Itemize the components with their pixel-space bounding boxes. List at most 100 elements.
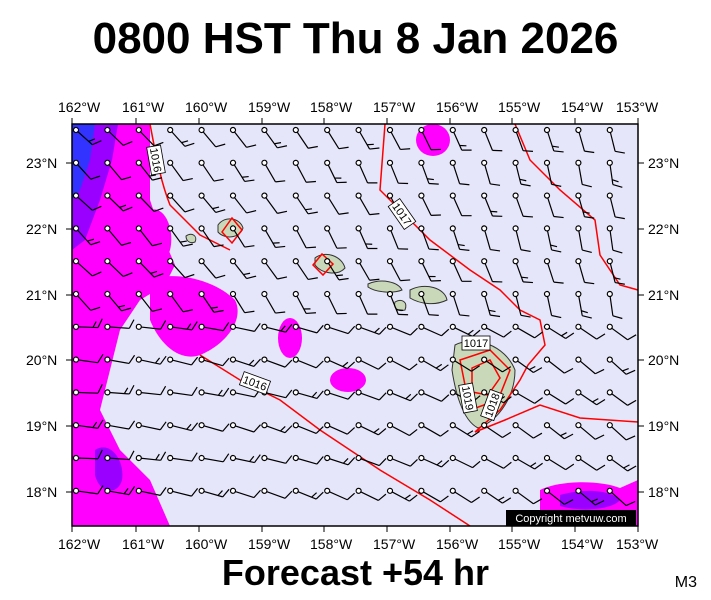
wind-barb xyxy=(418,192,441,216)
wind-barb xyxy=(512,258,533,284)
wind-barb xyxy=(481,290,501,318)
wind-barb xyxy=(355,258,380,281)
wind-barb xyxy=(72,419,104,429)
wind-barb xyxy=(229,126,257,148)
wind-barb xyxy=(481,487,512,504)
wind-barb xyxy=(575,454,606,471)
wind-barb xyxy=(167,452,198,462)
wind-barb xyxy=(135,487,167,496)
wind-barb xyxy=(418,258,441,282)
wind-barb xyxy=(512,290,531,318)
wind-barb xyxy=(198,258,226,279)
lon-label-bottom: 158°W xyxy=(310,536,353,552)
wind-barb xyxy=(355,356,387,370)
wind-barb xyxy=(606,225,623,254)
wind-barb xyxy=(543,225,562,253)
wind-barb xyxy=(229,290,255,314)
island-oahu xyxy=(314,253,346,274)
wind-barb xyxy=(418,225,439,251)
wind-barb xyxy=(292,126,318,149)
wind-barb xyxy=(575,422,605,440)
wind-barb xyxy=(575,192,595,219)
wind-barb xyxy=(512,323,543,339)
lon-label-top: 160°W xyxy=(185,99,228,115)
wind-barb xyxy=(104,290,132,312)
island-niihau xyxy=(185,233,197,244)
wind-barb xyxy=(481,225,501,252)
precip-blob-4 xyxy=(330,368,366,392)
wind-barb xyxy=(167,126,195,147)
wind-barb xyxy=(229,454,261,464)
wind-barb xyxy=(292,225,316,249)
wind-barb xyxy=(386,290,409,316)
model-tag: M3 xyxy=(674,574,697,591)
wind-barb xyxy=(292,323,324,334)
lon-label-top: 155°W xyxy=(498,99,541,115)
wind-barb xyxy=(481,192,503,217)
wind-barb xyxy=(198,322,230,332)
wind-barb xyxy=(261,192,288,214)
copyright-box: Copyright metvuw.com xyxy=(506,510,636,526)
wind-barb xyxy=(449,323,481,337)
wind-barb xyxy=(198,487,230,498)
wind-barb xyxy=(606,192,625,220)
wind-barb xyxy=(543,159,562,187)
wind-barb xyxy=(575,356,605,375)
wind-barb xyxy=(324,454,356,466)
wind-barb xyxy=(104,384,135,396)
lat-label-right: 23°N xyxy=(648,155,680,171)
wind-barb xyxy=(324,290,347,315)
wind-barb xyxy=(386,258,411,282)
wind-barb xyxy=(449,454,481,469)
wind-barb xyxy=(324,258,349,281)
precip-blob-2 xyxy=(145,209,172,261)
wind-barb xyxy=(418,422,449,437)
wind-barb xyxy=(512,487,543,505)
wind-barb xyxy=(543,356,574,374)
wind-barb xyxy=(355,126,380,150)
lon-label-bottom: 160°W xyxy=(185,536,228,552)
wind-barb xyxy=(606,487,636,507)
wind-barb xyxy=(261,290,286,314)
lat-label-left: 20°N xyxy=(26,352,58,368)
wind-barb xyxy=(355,159,378,184)
wind-barb xyxy=(355,192,380,216)
precip-blob-3 xyxy=(278,318,302,358)
lat-label-left: 23°N xyxy=(26,155,58,171)
wind-barb xyxy=(543,290,562,319)
isobar-label-1: 1016 xyxy=(146,144,166,176)
wind-barb xyxy=(292,487,324,500)
wind-barb xyxy=(355,422,387,436)
wind-barb xyxy=(104,486,136,496)
wind-barb xyxy=(292,389,324,400)
wind-barb xyxy=(324,159,347,184)
wind-barb xyxy=(135,126,164,147)
wind-barb xyxy=(135,290,163,312)
forecast-label: Forecast +54 hr xyxy=(221,552,490,593)
wind-barb xyxy=(104,192,133,212)
wind-barb xyxy=(355,323,387,335)
wind-barb xyxy=(104,126,133,146)
wind-barb xyxy=(512,126,533,152)
wind-barb xyxy=(606,454,637,472)
wind-barb xyxy=(386,422,418,437)
wind-barb xyxy=(292,454,324,465)
wind-barb xyxy=(72,290,101,311)
lat-label-left: 21°N xyxy=(26,287,58,303)
wind-barb xyxy=(418,126,441,151)
wind-barb xyxy=(449,159,470,186)
wind-barb xyxy=(229,487,261,499)
wind-barb xyxy=(606,126,625,154)
wind-barb xyxy=(292,258,318,281)
map-frame xyxy=(71,123,639,527)
wind-barb xyxy=(229,192,257,214)
wind-barb xyxy=(135,320,167,330)
wind-barb xyxy=(104,420,136,430)
wind-barb xyxy=(324,356,356,370)
wind-barb xyxy=(261,356,293,368)
wind-barb xyxy=(449,258,472,282)
lon-label-bottom: 161°W xyxy=(122,536,165,552)
wind-barb xyxy=(355,454,387,467)
lat-label-left: 19°N xyxy=(26,418,58,434)
